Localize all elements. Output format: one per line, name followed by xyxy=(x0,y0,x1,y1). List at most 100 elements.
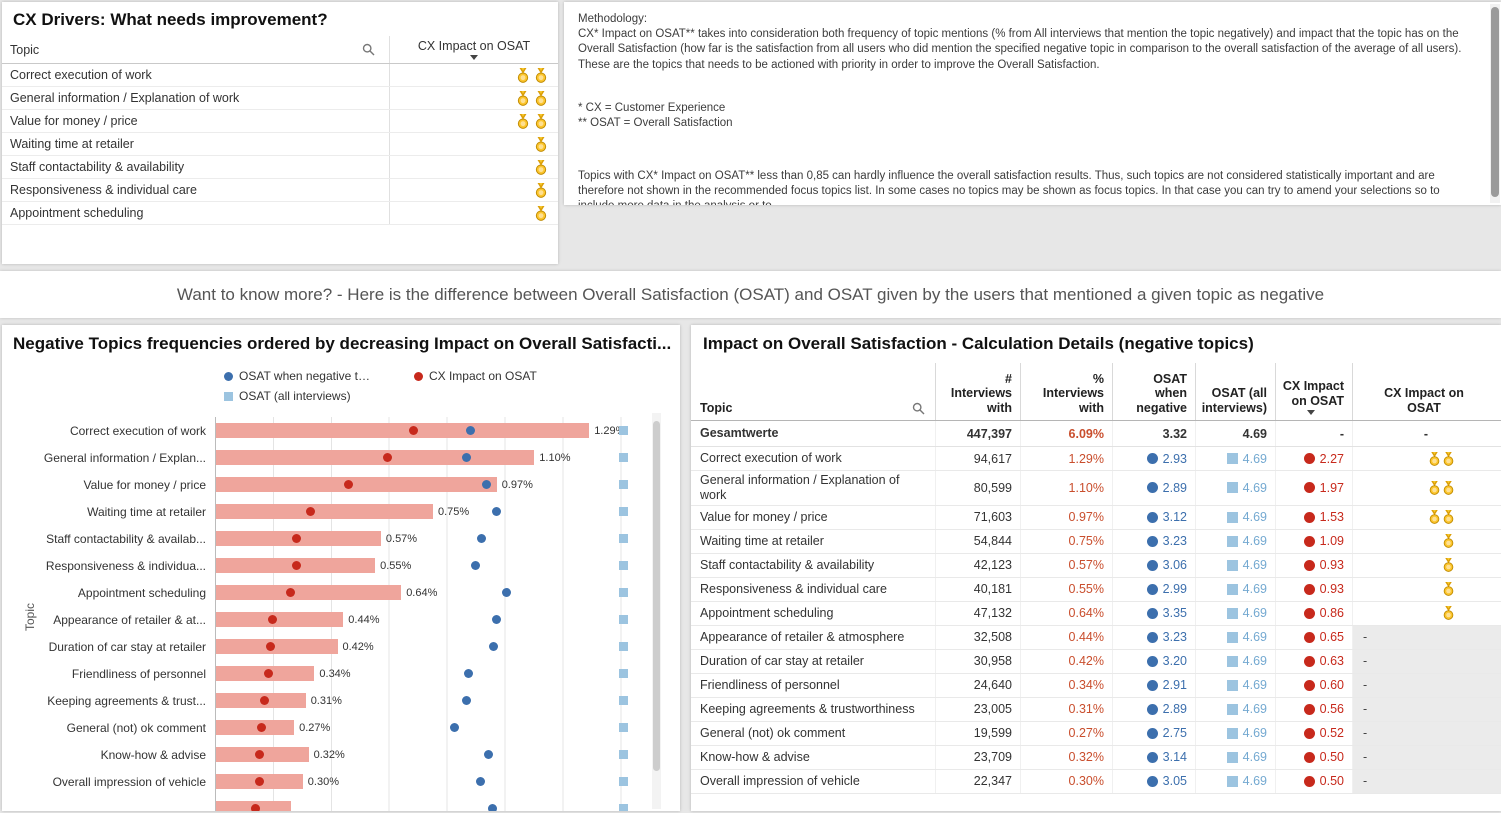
osat-negative-dot[interactable] xyxy=(489,642,499,651)
frequency-bar[interactable] xyxy=(216,639,338,654)
scrollbar-thumb[interactable] xyxy=(653,421,660,771)
cx-impact-dot[interactable] xyxy=(292,534,302,543)
table-row[interactable]: Value for money / price xyxy=(2,110,558,133)
osat-negative-dot[interactable] xyxy=(491,615,501,624)
osat-negative-dot[interactable] xyxy=(488,804,498,811)
osat-all-square[interactable] xyxy=(618,507,628,516)
osat-all-value: 4.69 xyxy=(1242,480,1267,495)
osat-all-square[interactable] xyxy=(618,804,628,811)
osat-all-value: 4.69 xyxy=(1242,534,1267,548)
osat-negative-dot[interactable] xyxy=(502,588,512,597)
osat-negative-dot[interactable] xyxy=(450,723,460,732)
osat-negative-dot[interactable] xyxy=(484,750,494,759)
table-row[interactable]: Duration of car stay at retailer 30,958 0.… xyxy=(691,649,1501,674)
osat-negative-value: 2.75 xyxy=(1162,726,1187,740)
table-row[interactable]: Keeping agreements & trustworthiness 23,0… xyxy=(691,697,1501,722)
osat-negative-dot[interactable] xyxy=(465,426,475,435)
column-header-interviews[interactable]: # Interviews with xyxy=(935,363,1020,420)
cx-impact-dot[interactable] xyxy=(254,750,264,759)
table-row[interactable]: General information / Explanation of wor… xyxy=(2,87,558,110)
osat-all-square[interactable] xyxy=(618,588,628,597)
osat-all-square[interactable] xyxy=(618,696,628,705)
osat-all-square[interactable] xyxy=(618,480,628,489)
frequency-bar[interactable] xyxy=(216,612,344,627)
table-row[interactable]: Value for money / price 71,603 0.97% 3.12 4.… xyxy=(691,505,1501,530)
table-row[interactable]: Know-how & advise 23,709 0.32% 3.14 4.69 0.50… xyxy=(691,745,1501,770)
table-row[interactable]: Correct execution of work 94,617 1.29% 2.93… xyxy=(691,447,1501,471)
osat-negative-dot[interactable] xyxy=(464,669,474,678)
cx-impact-dot[interactable] xyxy=(260,696,270,705)
topic-column-header[interactable]: Topic xyxy=(691,363,935,420)
table-row[interactable]: Staff contactability & availability xyxy=(2,156,558,179)
impact-column-header[interactable]: CX Impact on OSAT xyxy=(390,36,558,63)
column-header-osat_all[interactable]: OSAT (all interviews) xyxy=(1195,363,1275,420)
frequency-bar[interactable] xyxy=(216,477,497,492)
frequency-bar[interactable] xyxy=(216,585,402,600)
table-row[interactable]: Responsiveness & individual care 40,181 0.… xyxy=(691,577,1501,602)
osat-negative-dot[interactable] xyxy=(471,561,480,570)
topic-column-header[interactable]: Topic xyxy=(2,36,390,63)
cx-impact-dot[interactable] xyxy=(267,615,277,624)
osat-all-square[interactable] xyxy=(618,723,628,732)
column-header-pct[interactable]: % Interviews with xyxy=(1020,363,1112,420)
cx-impact-dot[interactable] xyxy=(254,777,264,786)
table-row[interactable]: Waiting time at retailer xyxy=(2,133,558,156)
bar-value-label: 0.32% xyxy=(313,748,345,761)
osat-all-square[interactable] xyxy=(618,561,628,570)
topic-cell: Responsiveness & individual care xyxy=(700,581,887,596)
search-icon[interactable] xyxy=(912,402,925,415)
cx-impact-dot[interactable] xyxy=(306,507,316,516)
table-row[interactable]: Correct execution of work xyxy=(2,64,558,87)
pct-cell: 0.31% xyxy=(1020,697,1112,721)
table-row[interactable]: Overall impression of vehicle 22,347 0.30%… xyxy=(691,769,1501,794)
totals-row[interactable]: Gesamtwerte 447,397 6.09% 3.32 4.69- - xyxy=(691,421,1501,447)
methodology-scrollbar[interactable] xyxy=(1490,4,1500,203)
cx-impact-dot[interactable] xyxy=(382,453,392,462)
osat-negative-dot[interactable] xyxy=(462,696,472,705)
search-icon[interactable] xyxy=(362,43,375,56)
legend-item[interactable]: CX Impact on OSAT xyxy=(413,369,537,383)
osat-all-square[interactable] xyxy=(618,777,628,786)
table-row[interactable]: General information / Explanation of wor… xyxy=(691,471,1501,506)
table-row[interactable]: Staff contactability & availability 42,12… xyxy=(691,553,1501,578)
osat-negative-dot[interactable] xyxy=(462,453,472,462)
frequency-bar[interactable] xyxy=(216,720,295,735)
cx-impact-dot[interactable] xyxy=(256,723,266,732)
osat-negative-dot[interactable] xyxy=(476,777,486,786)
table-row[interactable]: Appearance of retailer & atmosphere 32,50… xyxy=(691,625,1501,650)
frequency-bar[interactable] xyxy=(216,450,535,465)
table-row[interactable]: Appointment scheduling 47,132 0.64% 3.35 4.6… xyxy=(691,601,1501,626)
table-row[interactable]: General (not) ok comment 19,599 0.27% 2.75 4… xyxy=(691,721,1501,746)
osat-all-square[interactable] xyxy=(618,615,628,624)
osat-negative-dot[interactable] xyxy=(491,507,501,516)
legend-item[interactable]: OSAT when negative t… xyxy=(224,369,370,383)
cx-impact-dot[interactable] xyxy=(250,804,260,811)
osat-negative-dot[interactable] xyxy=(477,534,487,543)
scrollbar-thumb[interactable] xyxy=(1491,7,1499,197)
cx-impact-dot xyxy=(1303,751,1315,763)
cx-impact-dot[interactable] xyxy=(344,480,354,489)
column-header-cx_impact[interactable]: CX Impact on OSAT xyxy=(1275,363,1352,420)
column-header-cx_impact_icons[interactable]: CX Impact on OSAT xyxy=(1352,363,1501,420)
table-row[interactable]: Friendliness of personnel 24,640 0.34% 2.91… xyxy=(691,673,1501,698)
table-row[interactable]: Waiting time at retailer 54,844 0.75% 3.23 4… xyxy=(691,529,1501,554)
column-header-osat_negative[interactable]: OSAT when negative xyxy=(1112,363,1195,420)
cx-impact-dot[interactable] xyxy=(292,561,302,570)
osat-all-square[interactable] xyxy=(618,453,628,462)
osat-all-square[interactable] xyxy=(618,669,628,678)
osat-all-square[interactable] xyxy=(618,426,628,435)
frequency-bar[interactable] xyxy=(216,504,433,519)
cx-impact-dot[interactable] xyxy=(263,669,273,678)
osat-negative-dot[interactable] xyxy=(482,480,492,489)
cx-impact-dot[interactable] xyxy=(286,588,296,597)
cx-impact-dot[interactable] xyxy=(408,426,418,435)
cx-impact-dot[interactable] xyxy=(266,642,276,651)
table-row[interactable]: Responsiveness & individual care xyxy=(2,179,558,202)
osat-all-square[interactable] xyxy=(618,642,628,651)
frequency-bar[interactable] xyxy=(216,423,590,438)
table-row[interactable]: Appointment scheduling xyxy=(2,202,558,225)
chart-scrollbar[interactable] xyxy=(652,413,661,809)
osat-all-square[interactable] xyxy=(618,534,628,543)
osat-all-square[interactable] xyxy=(618,750,628,759)
legend-item[interactable]: OSAT (all interviews) xyxy=(224,389,351,403)
